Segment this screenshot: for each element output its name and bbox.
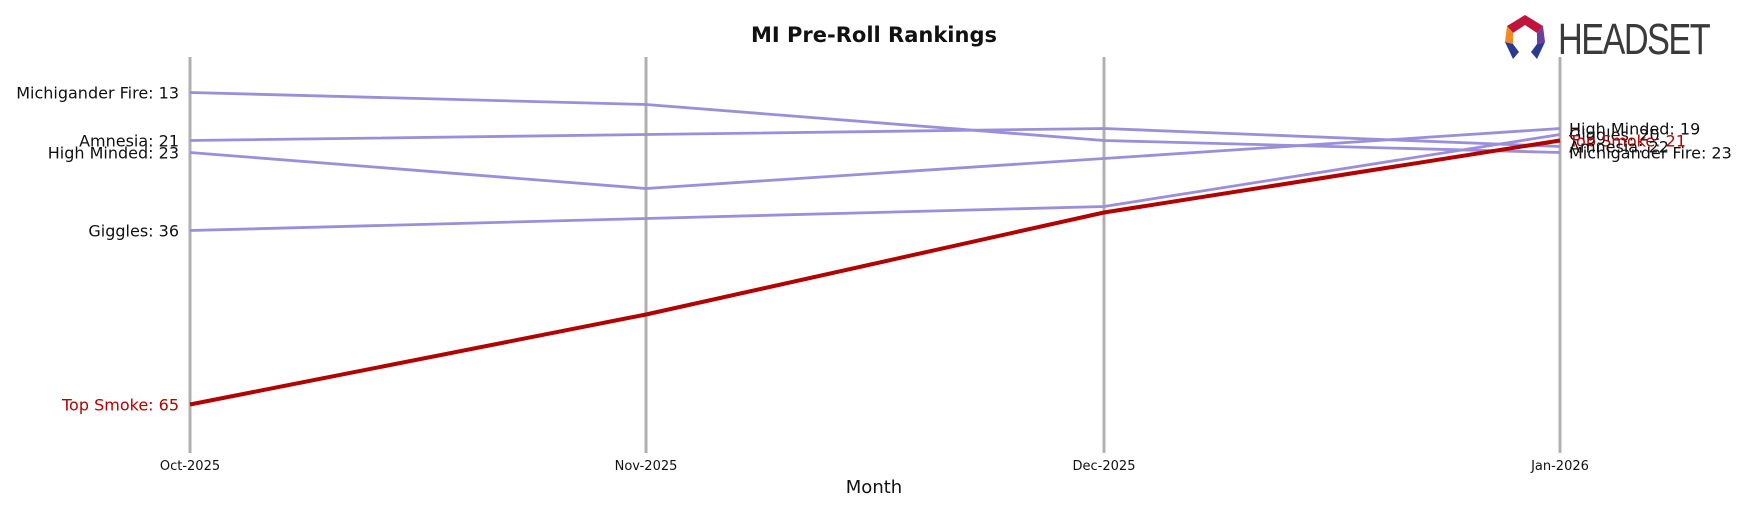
x-tick-label: Jan-2026: [1530, 459, 1589, 474]
start-label: Top Smoke: 65: [61, 396, 179, 415]
grid-lines: [188, 57, 1562, 453]
x-tick-label: Nov-2025: [615, 459, 678, 474]
x-tick-label: Oct-2025: [160, 459, 220, 474]
series-line: [189, 138, 1561, 407]
x-axis-label: Month: [846, 477, 902, 498]
series-line: [189, 127, 1561, 148]
end-label: Top Smoke: 21: [1568, 132, 1686, 151]
series-line: [189, 91, 1561, 154]
series-line: [189, 133, 1561, 232]
start-label: High Minded: 23: [48, 144, 179, 163]
end-label: Giggles: 20: [1569, 126, 1660, 145]
x-tick-labels: Oct-2025 Nov-2025 Dec-2025 Jan-2026: [160, 459, 1589, 474]
end-label: Michigander Fire: 23: [1569, 144, 1732, 163]
start-label: Michigander Fire: 13: [16, 84, 179, 103]
series-line: [189, 127, 1561, 190]
series-lines: [189, 91, 1561, 407]
headset-logo-wordmark: HEADSET: [1558, 15, 1711, 64]
headset-logo-mark: [1505, 15, 1545, 59]
start-label: Amnesia: 21: [79, 132, 179, 151]
x-tick-label: Dec-2025: [1073, 459, 1136, 474]
chart-title: MI Pre-Roll Rankings: [751, 23, 997, 47]
end-label: Amnesia: 22: [1569, 138, 1669, 157]
start-label: Giggles: 36: [88, 222, 179, 241]
end-label: High Minded: 19: [1569, 120, 1700, 139]
headset-logo: HEADSET: [1505, 15, 1712, 64]
